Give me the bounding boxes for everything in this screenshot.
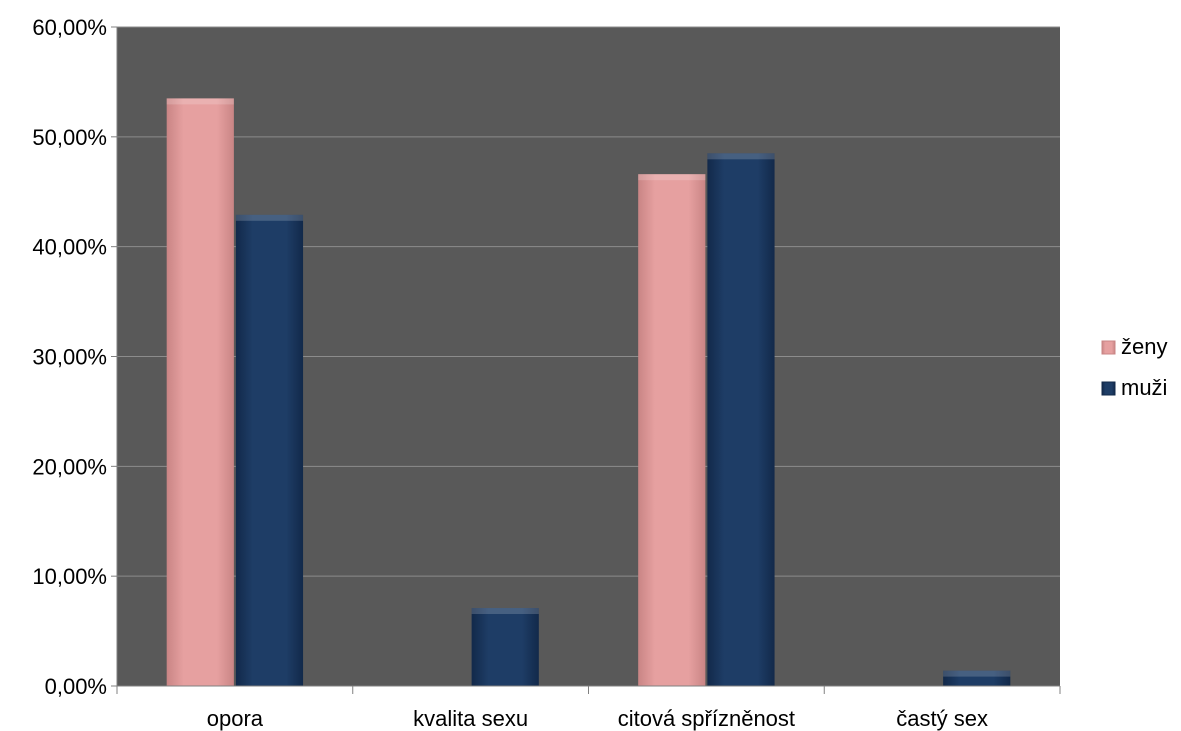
bar-highlight bbox=[707, 153, 775, 160]
y-tick-label: 30,00% bbox=[32, 345, 107, 370]
bar-zeny-2 bbox=[638, 174, 706, 686]
bar-zeny-0 bbox=[166, 98, 234, 687]
bar-highlight bbox=[943, 670, 1011, 677]
bar-highlight bbox=[235, 214, 304, 221]
bars bbox=[166, 98, 1011, 687]
legend-swatch bbox=[1101, 381, 1116, 396]
y-tick-label: 50,00% bbox=[32, 125, 107, 150]
bar-muzi-0 bbox=[235, 214, 304, 686]
bar-highlight bbox=[638, 174, 706, 181]
bar-muzi-2 bbox=[707, 153, 775, 686]
x-tick-labels: opora kvalita sexu citová spřízněnost častý… bbox=[207, 706, 988, 731]
legend-swatch bbox=[1101, 340, 1116, 355]
y-tick-label: 60,00% bbox=[32, 15, 107, 40]
legend-label: ženy bbox=[1121, 334, 1167, 359]
x-tick-label: častý sex bbox=[896, 706, 988, 731]
legend-label: muži bbox=[1121, 375, 1167, 400]
legend: ženy muži bbox=[1101, 334, 1167, 400]
bar-muzi-3 bbox=[943, 670, 1011, 686]
y-tick-label: 40,00% bbox=[32, 235, 107, 260]
axes bbox=[111, 26, 1061, 694]
x-tick-label: opora bbox=[207, 706, 264, 731]
y-tick-label: 10,00% bbox=[32, 564, 107, 589]
bar-muzi-1 bbox=[471, 608, 539, 686]
bar-highlight bbox=[166, 98, 234, 105]
x-tick-label: kvalita sexu bbox=[413, 706, 528, 731]
bar-highlight bbox=[471, 608, 539, 615]
y-tick-label: 20,00% bbox=[32, 454, 107, 479]
x-tick-label: citová spřízněnost bbox=[618, 706, 795, 731]
y-tick-labels: 0,00% 10,00% 20,00% 30,00% 40,00% 50,00% 60,00… bbox=[32, 15, 107, 699]
y-tick-label: 0,00% bbox=[45, 674, 107, 699]
